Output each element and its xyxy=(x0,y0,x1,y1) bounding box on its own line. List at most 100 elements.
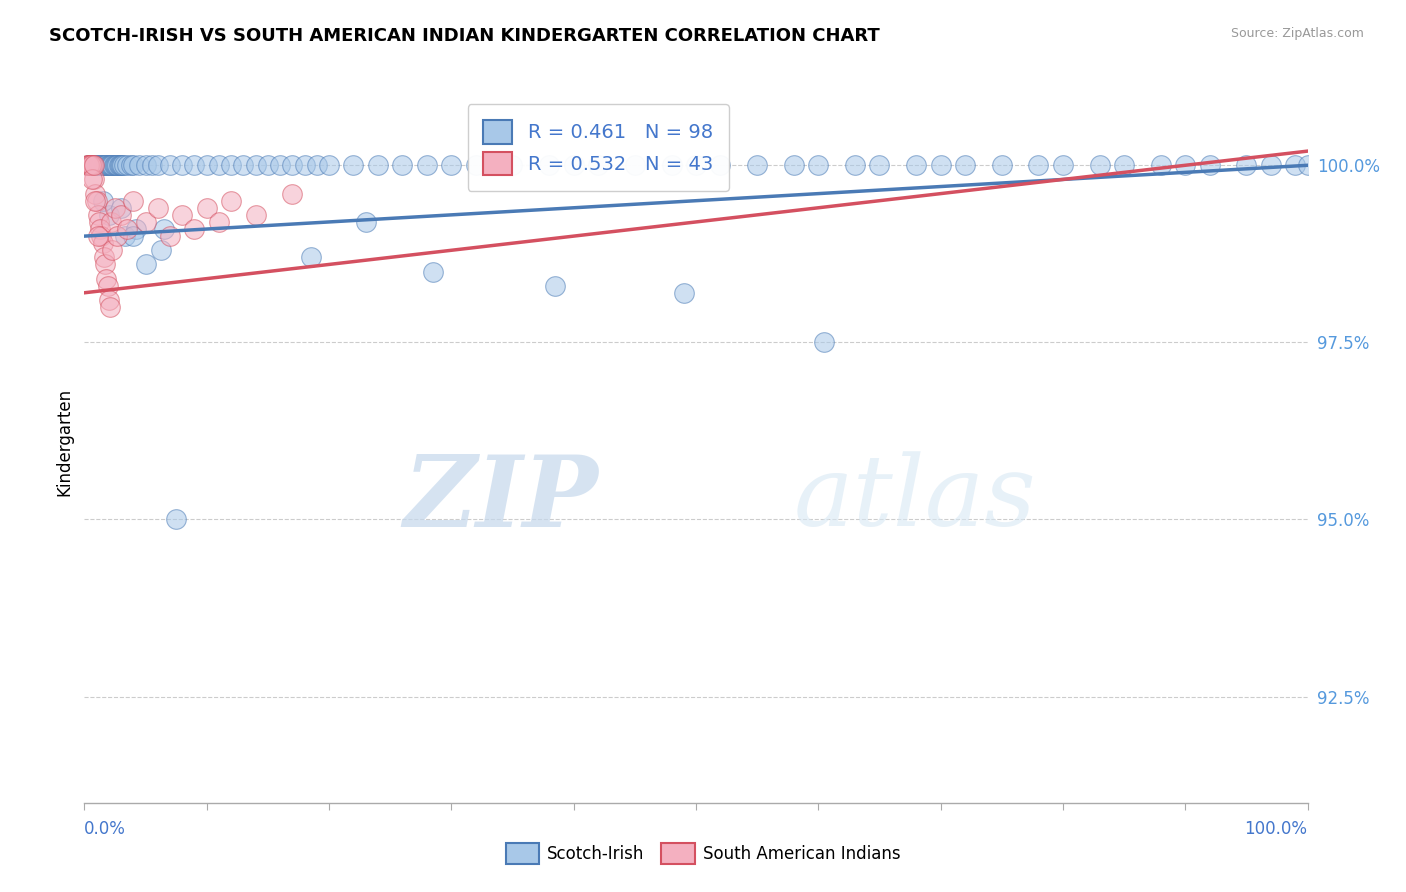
Point xyxy=(245,158,267,172)
Point xyxy=(1114,158,1136,172)
Point xyxy=(94,158,117,172)
Point xyxy=(813,335,835,350)
Point xyxy=(709,158,731,172)
Point xyxy=(172,158,194,172)
Point xyxy=(83,158,105,172)
Point xyxy=(150,244,173,258)
Point xyxy=(146,201,169,215)
Point xyxy=(110,158,132,172)
Point xyxy=(135,158,157,172)
Point xyxy=(125,222,148,236)
Point xyxy=(77,158,100,172)
Point xyxy=(97,158,120,172)
Point xyxy=(183,158,205,172)
Point xyxy=(1174,158,1197,172)
Point xyxy=(86,158,108,172)
Point xyxy=(89,158,111,172)
Point xyxy=(122,194,145,208)
Point xyxy=(82,172,104,186)
Point xyxy=(80,158,103,172)
Point xyxy=(869,158,891,172)
Point xyxy=(305,158,328,172)
Point xyxy=(86,194,108,208)
Point xyxy=(624,158,647,172)
Point xyxy=(96,158,118,172)
Point xyxy=(1088,158,1111,172)
Point xyxy=(105,158,128,172)
Point xyxy=(195,201,218,215)
Point xyxy=(89,222,111,236)
Point xyxy=(91,194,114,208)
Point xyxy=(661,158,683,172)
Point xyxy=(367,158,389,172)
Point xyxy=(87,158,110,172)
Point xyxy=(110,201,132,215)
Point xyxy=(416,158,439,172)
Point xyxy=(115,158,138,172)
Point xyxy=(1028,158,1050,172)
Legend: Scotch-Irish, South American Indians: Scotch-Irish, South American Indians xyxy=(499,837,907,871)
Text: atlas: atlas xyxy=(794,451,1036,547)
Text: 100.0%: 100.0% xyxy=(1244,820,1308,838)
Point xyxy=(422,264,444,278)
Point xyxy=(146,158,169,172)
Point xyxy=(1150,158,1173,172)
Point xyxy=(219,194,242,208)
Point xyxy=(440,158,463,172)
Point xyxy=(153,222,176,236)
Point xyxy=(299,251,322,265)
Point xyxy=(84,186,107,201)
Text: ZIP: ZIP xyxy=(404,451,598,548)
Point xyxy=(111,158,134,172)
Point xyxy=(77,158,100,172)
Point xyxy=(544,278,567,293)
Point xyxy=(98,158,121,172)
Point xyxy=(464,158,486,172)
Point xyxy=(183,222,205,236)
Point xyxy=(115,222,138,236)
Point xyxy=(120,158,142,172)
Point xyxy=(97,293,120,307)
Point xyxy=(991,158,1014,172)
Point xyxy=(80,158,103,172)
Point xyxy=(105,229,128,244)
Point xyxy=(79,158,101,172)
Point xyxy=(90,158,112,172)
Point xyxy=(269,158,291,172)
Point xyxy=(76,158,98,172)
Point xyxy=(318,158,340,172)
Point xyxy=(783,158,806,172)
Point xyxy=(77,158,100,172)
Point xyxy=(1236,158,1258,172)
Point xyxy=(953,158,976,172)
Point xyxy=(93,251,115,265)
Legend: R = 0.461   N = 98, R = 0.532   N = 43: R = 0.461 N = 98, R = 0.532 N = 43 xyxy=(468,104,728,191)
Point xyxy=(100,158,122,172)
Point xyxy=(245,208,267,222)
Point xyxy=(538,158,561,172)
Point xyxy=(79,158,101,172)
Point xyxy=(122,229,145,244)
Point xyxy=(87,158,110,172)
Point xyxy=(685,158,707,172)
Point xyxy=(93,158,115,172)
Point xyxy=(91,236,114,251)
Point xyxy=(83,172,105,186)
Point xyxy=(172,208,194,222)
Point xyxy=(1296,158,1319,172)
Point xyxy=(208,215,231,229)
Text: 0.0%: 0.0% xyxy=(84,820,127,838)
Point xyxy=(294,158,316,172)
Point xyxy=(101,158,124,172)
Point xyxy=(97,208,120,222)
Point xyxy=(905,158,928,172)
Point xyxy=(91,158,114,172)
Point xyxy=(87,215,110,229)
Point xyxy=(87,208,110,222)
Point xyxy=(219,158,242,172)
Point xyxy=(83,194,105,208)
Point xyxy=(80,158,103,172)
Point xyxy=(122,158,145,172)
Point xyxy=(112,158,135,172)
Point xyxy=(281,186,304,201)
